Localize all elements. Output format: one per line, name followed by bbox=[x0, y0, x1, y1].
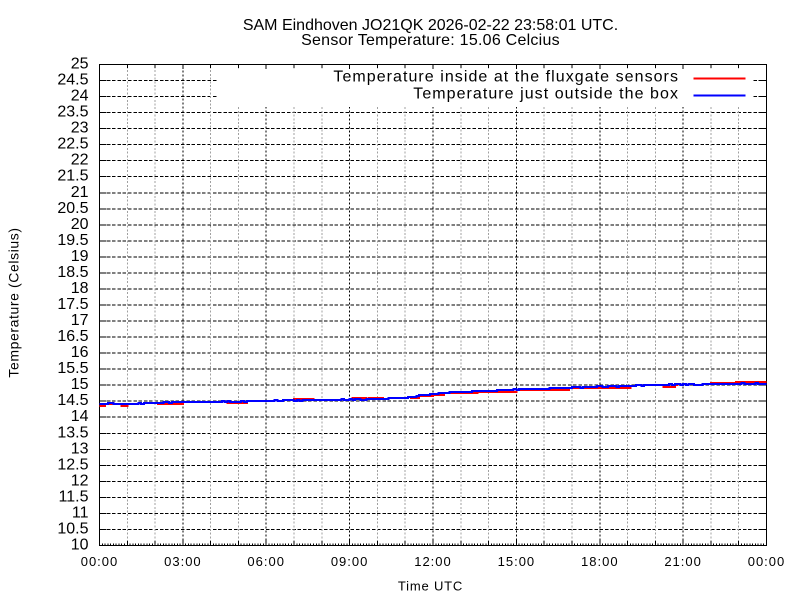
svg-text:Temperature just outside the b: Temperature just outside the box bbox=[413, 86, 679, 103]
svg-text:18: 18 bbox=[71, 280, 89, 297]
svg-text:11: 11 bbox=[72, 504, 89, 521]
svg-text:00:00: 00:00 bbox=[81, 554, 119, 569]
svg-text:19: 19 bbox=[71, 248, 89, 265]
svg-text:Temperature inside at the flux: Temperature inside at the fluxgate senso… bbox=[333, 69, 679, 86]
svg-text:15.5: 15.5 bbox=[57, 360, 88, 377]
svg-text:12:00: 12:00 bbox=[414, 554, 452, 569]
svg-text:10.5: 10.5 bbox=[57, 521, 88, 538]
svg-text:16: 16 bbox=[71, 344, 89, 361]
svg-text:17.5: 17.5 bbox=[57, 296, 88, 313]
svg-text:SAM Eindhoven JO21QK 2026-02-2: SAM Eindhoven JO21QK 2026-02-22 23:58:01… bbox=[243, 17, 618, 34]
svg-text:15: 15 bbox=[71, 376, 89, 393]
svg-text:14.5: 14.5 bbox=[57, 392, 88, 409]
svg-text:11.5: 11.5 bbox=[59, 488, 89, 505]
svg-text:22: 22 bbox=[71, 152, 89, 169]
svg-text:15:00: 15:00 bbox=[498, 554, 536, 569]
svg-text:12.5: 12.5 bbox=[57, 456, 88, 473]
svg-text:21.5: 21.5 bbox=[57, 168, 88, 185]
svg-text:Sensor Temperature: 15.06 Celc: Sensor Temperature: 15.06 Celcius bbox=[301, 32, 560, 49]
svg-text:24.5: 24.5 bbox=[57, 72, 88, 89]
svg-text:23.5: 23.5 bbox=[57, 104, 88, 121]
svg-text:Time UTC: Time UTC bbox=[398, 579, 463, 594]
svg-text:13.5: 13.5 bbox=[57, 424, 88, 441]
svg-text:14: 14 bbox=[71, 408, 89, 425]
svg-text:23: 23 bbox=[71, 120, 89, 137]
svg-text:03:00: 03:00 bbox=[164, 554, 202, 569]
svg-text:20.5: 20.5 bbox=[57, 200, 88, 217]
svg-text:21: 21 bbox=[71, 184, 89, 201]
svg-text:25: 25 bbox=[71, 56, 89, 73]
svg-text:19.5: 19.5 bbox=[57, 232, 88, 249]
svg-text:22.5: 22.5 bbox=[57, 136, 88, 153]
svg-text:21:00: 21:00 bbox=[664, 554, 702, 569]
svg-text:17: 17 bbox=[71, 312, 89, 329]
svg-text:18.5: 18.5 bbox=[57, 264, 88, 281]
svg-text:24: 24 bbox=[71, 88, 89, 105]
svg-text:00:00: 00:00 bbox=[748, 554, 786, 569]
svg-text:16.5: 16.5 bbox=[57, 328, 88, 345]
svg-text:13: 13 bbox=[71, 440, 89, 457]
svg-text:18:00: 18:00 bbox=[581, 554, 619, 569]
svg-text:12: 12 bbox=[71, 472, 89, 489]
svg-text:20: 20 bbox=[71, 216, 89, 233]
svg-text:Temperature (Celsius): Temperature (Celsius) bbox=[6, 227, 22, 377]
svg-text:10: 10 bbox=[71, 537, 89, 554]
svg-text:06:00: 06:00 bbox=[247, 554, 285, 569]
svg-text:09:00: 09:00 bbox=[331, 554, 369, 569]
